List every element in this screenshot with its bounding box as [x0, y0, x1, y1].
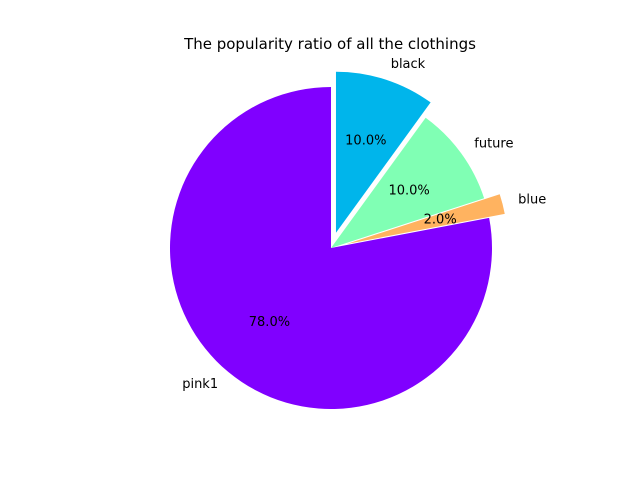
slice-label-future: future [474, 136, 513, 151]
percent-label-blue: 2.0% [424, 212, 457, 227]
pie-labels: pink1 78.0% blue 2.0% future 10.0% black 10.0% [182, 57, 546, 392]
chart-title: The popularity ratio of all the clothing… [183, 35, 476, 53]
pie-slice-blue [346, 194, 505, 244]
pie-slice-pink1 [170, 87, 493, 409]
percent-label-black: 10.0% [345, 133, 386, 148]
percent-label-pink1: 78.0% [249, 315, 290, 330]
slice-label-pink1: pink1 [182, 377, 218, 392]
percent-label-future: 10.0% [388, 184, 429, 199]
pie-slice-black [335, 71, 431, 233]
slice-label-black: black [391, 57, 426, 72]
slice-label-blue: blue [518, 192, 546, 207]
pie-slices [170, 71, 505, 409]
pie-slice-future [331, 117, 485, 248]
